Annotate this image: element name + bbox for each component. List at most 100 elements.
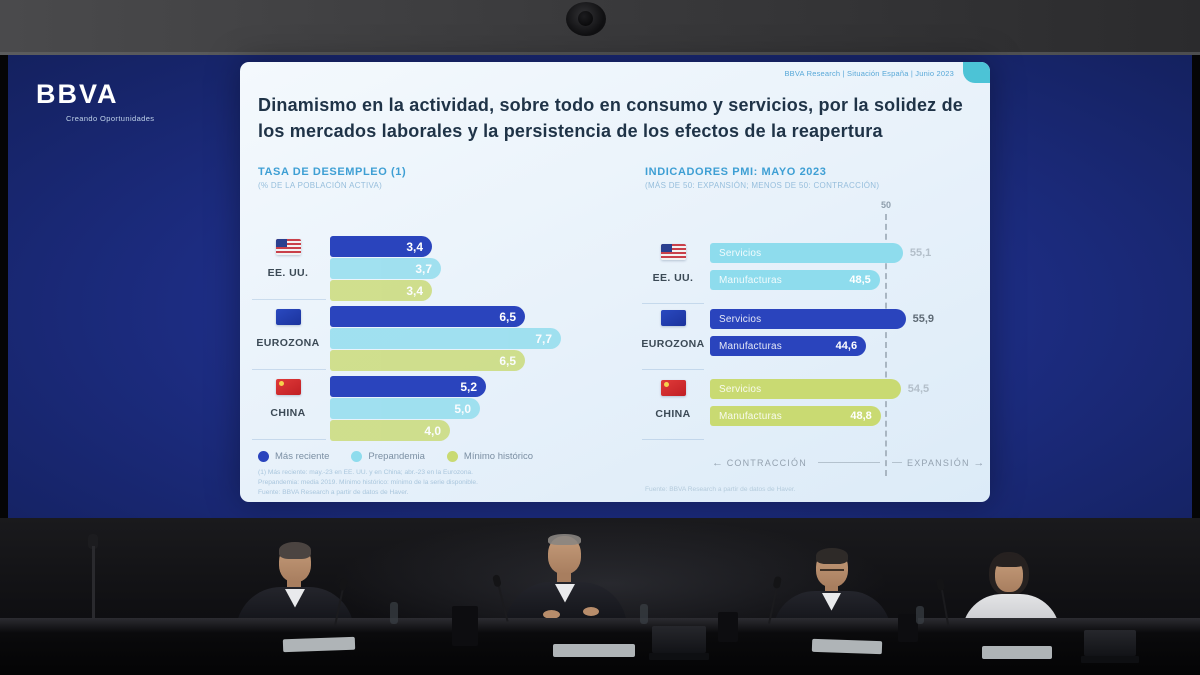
pmi-bar-value: 48,5 <box>849 274 871 286</box>
bar-china-m-nimo-hist-rico: 4,0 <box>330 420 450 441</box>
legend-label: Más reciente <box>275 451 330 462</box>
row-divider <box>252 369 326 370</box>
bar-value: 3,4 <box>406 283 423 298</box>
pmi-category-ee-uu: EE. UU. <box>640 244 706 284</box>
bbva-logo: BBVA Creando Oportunidades <box>36 79 154 123</box>
pmi-bar-ee-uu-manufacturas: Manufacturas 48,5 <box>710 270 880 290</box>
category-china: CHINA <box>250 379 326 419</box>
pmi-chart-subtitle: (MÁS DE 50: EXPANSIÓN; MENOS DE 50: CONT… <box>645 181 880 190</box>
floor-microphone-icon <box>88 534 98 549</box>
legend-label: Mínimo histórico <box>463 451 534 462</box>
hair <box>548 534 581 545</box>
water-bottle-icon <box>916 606 924 624</box>
screen-left-frame <box>0 55 8 518</box>
pmi-bar-eurozona-manufacturas: Manufacturas 44,6 <box>710 336 867 356</box>
category-label: EE. UU. <box>267 267 309 279</box>
pmi-bar-label: Servicios <box>719 313 762 325</box>
legend-dot <box>258 451 269 462</box>
pmi-50-reference-line <box>885 214 887 476</box>
arrow-right-icon: → <box>973 457 985 469</box>
desk-monitor <box>898 614 918 642</box>
pmi-source: Fuente: BBVA Research a partir de datos … <box>645 486 796 493</box>
desk-monitor <box>452 606 478 646</box>
pmi-chart-header: INDICADORES PMI: MAYO 2023 (MÁS DE 50: E… <box>645 166 879 190</box>
bar-ee-uu-m-s-reciente: 3,4 <box>330 236 432 257</box>
row-divider <box>252 299 326 300</box>
bar-value: 7,7 <box>535 331 552 346</box>
desk-monitor <box>718 612 738 642</box>
bar-value: 6,5 <box>499 309 516 324</box>
laptop-base <box>1081 656 1139 663</box>
ceiling-camera-icon <box>566 2 606 36</box>
flag-canton <box>275 239 287 247</box>
china-flag-icon <box>660 380 686 396</box>
category-label: CHINA <box>270 407 306 419</box>
papers <box>982 646 1052 659</box>
laptop-icon <box>1084 630 1136 656</box>
row-divider <box>642 303 704 304</box>
pmi-bar-label: Manufacturas <box>719 410 782 422</box>
unemployment-chart-title: TASA DE DESEMPLEO (1) <box>258 166 407 178</box>
bar-value: 3,4 <box>406 239 423 254</box>
hand <box>583 607 599 616</box>
flag-star <box>278 381 284 386</box>
pmi-bar-value: 55,1 <box>909 247 932 259</box>
legend-item-m-s-reciente: Más reciente <box>258 451 329 462</box>
pmi-bar-china-manufacturas: Manufacturas 48,8 <box>710 406 881 426</box>
contraction-annotation: ← CONTRACCIÓN <box>712 457 807 469</box>
pmi-bar-label: Servicios <box>719 247 762 259</box>
hair <box>279 542 311 559</box>
category-label: CHINA <box>655 408 691 420</box>
bar-value: 6,5 <box>499 353 516 368</box>
legend-item-m-nimo-hist-rico: Mínimo histórico <box>446 451 534 462</box>
category-label: EUROZONA <box>641 338 705 350</box>
category-ee-uu: EE. UU. <box>250 239 326 279</box>
pmi-category-eurozona: EUROZONA <box>640 310 706 350</box>
slide-title: Dinamismo en la actividad, sobre todo en… <box>258 95 963 141</box>
bar-value: 4,0 <box>424 423 441 438</box>
papers <box>282 636 356 653</box>
hand <box>543 610 560 619</box>
neck <box>825 582 838 593</box>
legend-label: Prepandemia <box>368 451 425 462</box>
footnote-line: (1) Más reciente: may.-23 en EE. UU. y e… <box>258 469 474 476</box>
water-bottle-icon <box>390 602 398 624</box>
bar-eurozona-prepandemia: 7,7 <box>330 328 561 349</box>
pmi-bar-label: Servicios <box>719 383 762 395</box>
bar-value: 3,7 <box>415 261 432 276</box>
neck <box>557 572 571 584</box>
water-bottle-icon <box>640 604 648 624</box>
expansion-label: EXPANSIÓN <box>907 458 970 468</box>
laptop-icon <box>652 626 706 653</box>
pmi-bar-label: Manufacturas <box>719 340 782 352</box>
pmi-bar-value: 48,8 <box>850 410 872 422</box>
projection-screen: BBVA Creando Oportunidades BBVA Research… <box>8 55 1192 518</box>
legend-dot <box>446 451 458 462</box>
pmi-category-china: CHINA <box>640 380 706 420</box>
eu-flag-icon <box>660 310 686 326</box>
footnote-line: Fuente: BBVA Research a partir de datos … <box>258 489 409 497</box>
hair-fringe <box>993 554 1025 567</box>
screen-top-bezel <box>0 52 1200 55</box>
papers <box>811 638 883 655</box>
bar-eurozona-m-nimo-hist-rico: 6,5 <box>330 350 525 371</box>
category-eurozona: EUROZONA <box>250 309 326 349</box>
row-divider <box>252 439 326 440</box>
arrow-left-icon: ← <box>712 457 723 469</box>
screen-right-frame <box>1192 55 1200 518</box>
us-flag-icon <box>275 239 301 255</box>
category-label: EUROZONA <box>256 337 320 349</box>
bar-eurozona-m-s-reciente: 6,5 <box>330 306 525 327</box>
bar-china-prepandemia: 5,0 <box>330 398 480 419</box>
expansion-annotation: EXPANSIÓN → <box>907 457 984 469</box>
pmi-bar-ee-uu-servicios: Servicios 55,1 <box>710 243 931 263</box>
presentation-slide: BBVA Research | Situación España | Junio… <box>240 62 990 502</box>
row-divider <box>642 439 704 440</box>
unemployment-chart-subtitle: (% DE LA POBLACIÓN ACTIVA) <box>258 181 383 190</box>
slide-corner-tab <box>963 62 990 83</box>
stage <box>0 518 1200 675</box>
legend-item-prepandemia: Prepandemia <box>351 451 425 462</box>
pmi-bar-eurozona-servicios: Servicios 55,9 <box>710 309 934 329</box>
mic-stand-pole <box>92 546 95 666</box>
